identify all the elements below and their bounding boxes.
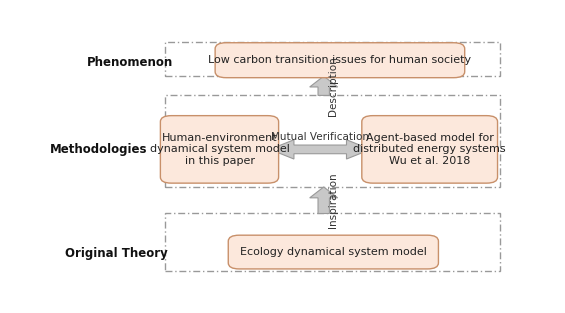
FancyBboxPatch shape: [215, 43, 464, 78]
Text: Original Theory: Original Theory: [65, 247, 168, 260]
Text: Human-environment
dynamical system model
in this paper: Human-environment dynamical system model…: [150, 133, 289, 166]
Polygon shape: [310, 76, 338, 95]
Text: Low carbon transition issues for human society: Low carbon transition issues for human s…: [208, 55, 471, 65]
Text: Description: Description: [328, 56, 338, 115]
Text: Methodologies: Methodologies: [50, 143, 148, 156]
Text: Mutual Verification: Mutual Verification: [271, 132, 369, 142]
FancyBboxPatch shape: [160, 115, 279, 183]
Text: Inspiration: Inspiration: [328, 172, 338, 228]
Text: Ecology dynamical system model: Ecology dynamical system model: [240, 247, 427, 257]
Polygon shape: [270, 140, 371, 159]
FancyBboxPatch shape: [362, 115, 498, 183]
Text: Phenomenon: Phenomenon: [86, 56, 173, 69]
Text: Agent-based model for
distributed energy systems
Wu et al. 2018: Agent-based model for distributed energy…: [353, 133, 506, 166]
FancyBboxPatch shape: [228, 235, 438, 269]
Polygon shape: [310, 187, 338, 213]
